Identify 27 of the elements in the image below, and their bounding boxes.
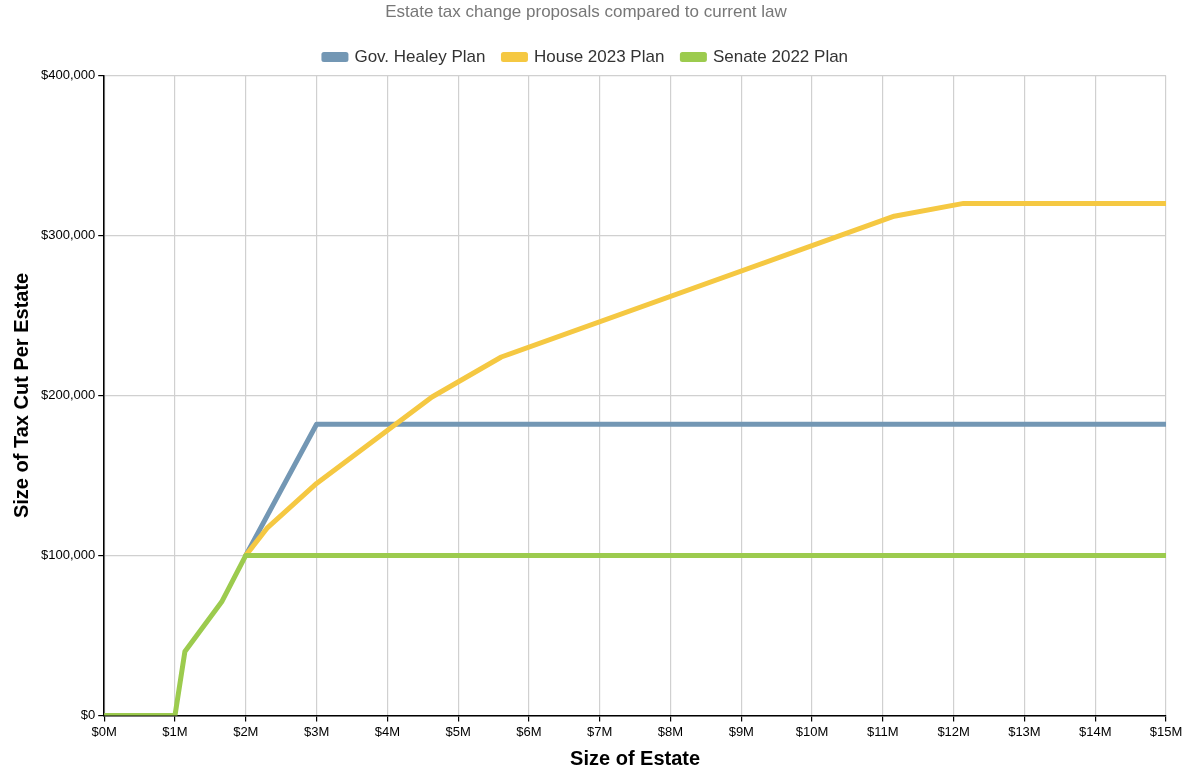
x-tick-label: $7M (587, 723, 613, 739)
x-tick-label: $5M (445, 723, 471, 739)
x-axis-title: Size of Estate (570, 746, 701, 769)
y-tick-label: $100,000 (40, 546, 96, 562)
x-tick-label: $11M (867, 723, 899, 739)
x-tick-label: $3M (303, 723, 330, 739)
x-tick-label: $0M (91, 723, 117, 739)
x-tick-label: $10M (795, 723, 829, 739)
x-tick-label: $14M (1078, 723, 1112, 739)
x-tick-label: $6M (516, 723, 542, 739)
legend-label: House 2023 Plan (533, 46, 665, 66)
x-tick-label: $15M (1149, 723, 1183, 739)
x-tick-label: $2M (233, 723, 259, 739)
y-axis-title: Size of Tax Cut Per Estate (9, 272, 32, 519)
x-tick-label: $13M (1008, 723, 1041, 739)
x-tick-label: $4M (374, 723, 401, 739)
chart-title: Estate tax change proposals compared to current law (385, 1, 788, 21)
x-tick-label: $1M (162, 723, 188, 739)
legend-label: Senate 2022 Plan (712, 46, 849, 66)
y-tick-label: $400,000 (40, 66, 96, 82)
y-tick-label: $200,000 (40, 386, 96, 402)
x-tick-label: $12M (937, 723, 970, 739)
legend-label: Gov. Healey Plan (354, 46, 486, 66)
x-tick-label: $8M (657, 723, 684, 739)
x-tick-label: $9M (728, 723, 754, 739)
y-tick-label: $300,000 (40, 226, 96, 242)
y-tick-label: $0 (80, 706, 96, 722)
